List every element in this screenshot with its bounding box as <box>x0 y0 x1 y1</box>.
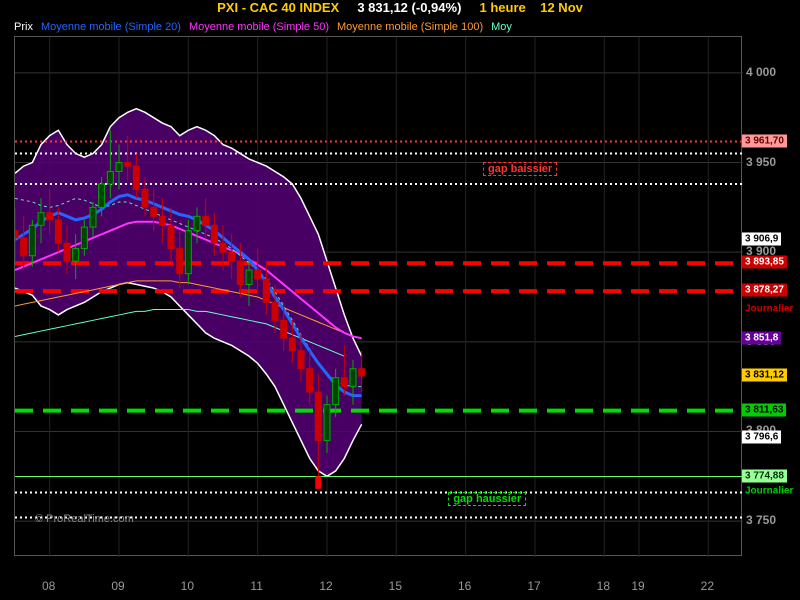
watermark: © ProRealTime.com <box>35 513 134 525</box>
timeframe: 1 heure <box>480 0 526 15</box>
y-tick: 3 950 <box>746 155 776 169</box>
chart-header: PXI - CAC 40 INDEX 3 831,12 (-0,94%) 1 h… <box>0 0 800 20</box>
x-tick: 22 <box>701 579 714 593</box>
date: 12 Nov <box>540 0 583 15</box>
y-tick: 4 000 <box>746 65 776 79</box>
price-label: Journalier <box>742 302 796 315</box>
legend-item: Moyenne mobile (Simple 50) <box>189 21 329 33</box>
price-label: 3 893,85 <box>742 256 787 269</box>
y-axis: 4 0003 9503 9003 8503 8003 7503 961,703 … <box>742 36 800 556</box>
chart-legend: Prix Moyenne mobile (Simple 20) Moyenne mo… <box>14 21 786 33</box>
price-label: Journalier <box>742 485 796 498</box>
plot-area[interactable]: © ProRealTime.com gap baissier gap haussi… <box>14 36 742 556</box>
legend-item: Moy <box>491 21 512 33</box>
annotation: gap haussier <box>448 492 526 506</box>
x-tick: 08 <box>42 579 55 593</box>
x-tick: 15 <box>389 579 402 593</box>
x-tick: 19 <box>631 579 644 593</box>
legend-item: Prix <box>14 21 33 33</box>
legend-item: Moyenne mobile (Simple 20) <box>41 21 181 33</box>
change: (-0,94%) <box>412 0 462 15</box>
x-tick: 11 <box>250 579 262 593</box>
x-tick: 18 <box>597 579 610 593</box>
x-tick: 16 <box>458 579 471 593</box>
x-tick: 17 <box>527 579 540 593</box>
y-tick: 3 750 <box>746 513 776 527</box>
chart-container: PXI - CAC 40 INDEX 3 831,12 (-0,94%) 1 h… <box>0 0 800 600</box>
price: 3 831,12 <box>357 0 408 15</box>
price-label: 3 831,12 <box>742 368 787 381</box>
x-tick: 10 <box>181 579 194 593</box>
price-label: 3 774,88 <box>742 469 787 482</box>
annotation: gap baissier <box>483 162 557 176</box>
price-label: 3 796,6 <box>742 430 781 443</box>
price-label: 3 961,70 <box>742 134 787 147</box>
x-axis: 08 09 10 11 12 15 16 17 18 19 22 <box>14 577 742 595</box>
legend-item: Moyenne mobile (Simple 100) <box>337 21 483 33</box>
x-tick: 09 <box>111 579 124 593</box>
price-label: 3 851,8 <box>742 331 781 344</box>
price-label: 3 906,9 <box>742 232 781 245</box>
x-tick: 12 <box>319 579 332 593</box>
price-label: 3 811,63 <box>742 403 786 416</box>
symbol: PXI - CAC 40 INDEX <box>217 0 339 15</box>
price-label: 3 878,27 <box>742 284 787 297</box>
